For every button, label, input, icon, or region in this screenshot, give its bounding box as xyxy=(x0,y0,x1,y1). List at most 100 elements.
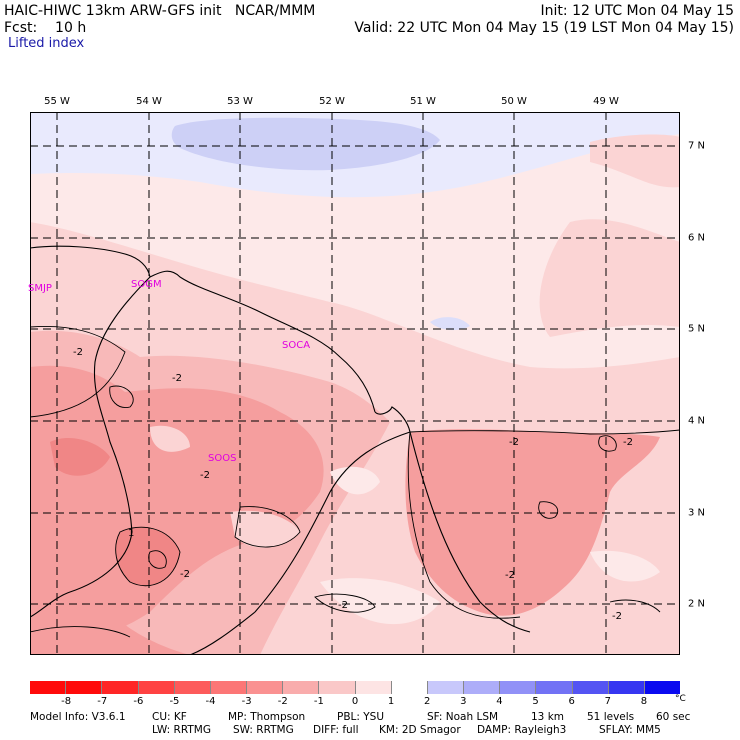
light-pink-area xyxy=(230,510,300,548)
very-light-area xyxy=(320,578,440,625)
pbl-scheme: PBL: YSU xyxy=(337,711,385,723)
color-scale-tick: -5 xyxy=(169,696,180,707)
light-pink-area xyxy=(539,219,680,337)
color-scale-unit: °C xyxy=(675,694,686,704)
color-scale-cell xyxy=(391,681,428,694)
light-pink-area xyxy=(150,425,190,452)
border-line xyxy=(409,431,531,633)
contour-label: 1 xyxy=(128,528,135,539)
color-scale-cell xyxy=(174,681,211,694)
model-info: Model Info: V3.6.1 xyxy=(30,711,126,723)
lon-label: 50 W xyxy=(501,96,527,107)
init-time: Init: 12 UTC Mon 04 May 15 xyxy=(540,3,734,19)
color-scale-cell xyxy=(500,681,537,694)
color-scale-tick: -3 xyxy=(241,696,252,707)
color-scale-cell xyxy=(66,681,103,694)
contour-line xyxy=(30,626,131,638)
very-light-area xyxy=(590,550,660,582)
field-name: Lifted index xyxy=(8,36,85,51)
medium-pink-area xyxy=(30,582,190,655)
small-blue-patch xyxy=(430,317,470,331)
shortwave-scheme: SW: RRTMG xyxy=(233,724,294,736)
contour-label: -2 xyxy=(172,373,182,384)
forecast-hour: Fcst: 10 h xyxy=(4,20,87,36)
blue-band xyxy=(171,117,440,171)
lat-label: 2 N xyxy=(688,598,706,610)
contour-line xyxy=(30,326,126,418)
contour-line xyxy=(407,431,521,619)
color-scale-tick: -7 xyxy=(97,696,108,707)
km-option: KM: 2D Smagor xyxy=(379,724,461,736)
coastline xyxy=(30,245,376,413)
surface-layer-option: SFLAY: MM5 xyxy=(599,724,661,736)
map-frame xyxy=(30,112,680,655)
contour-label: -2 xyxy=(180,569,190,580)
color-scale-cell xyxy=(30,681,67,694)
color-scale-tick: 5 xyxy=(532,696,539,707)
contour-label: -2 xyxy=(505,570,515,581)
lat-label: 5 N xyxy=(688,323,706,335)
color-scale-cell xyxy=(464,681,501,694)
lat-label: 7 N xyxy=(688,140,706,152)
light-pink-area xyxy=(590,134,680,188)
color-scale-cell xyxy=(572,681,609,694)
color-scale-cell xyxy=(210,681,248,694)
color-scale-cell xyxy=(102,681,139,694)
color-scale-tick: -4 xyxy=(205,696,216,707)
color-scale-tick: -6 xyxy=(133,696,144,707)
lat-label: 3 N xyxy=(688,507,706,519)
damping-option: DAMP: Rayleigh3 xyxy=(477,724,567,736)
color-scale-tick: 8 xyxy=(640,696,648,707)
contour-line xyxy=(109,385,134,408)
lat-label: 4 N xyxy=(688,415,706,427)
dark-pink-area xyxy=(50,437,110,476)
contour-line xyxy=(538,501,559,519)
contour-line xyxy=(409,429,680,435)
model-title: HAIC-HIWC 13km ARW-GFS init NCAR/MMM xyxy=(4,3,316,19)
color-scale-tick: -8 xyxy=(61,696,72,707)
color-scale-cell xyxy=(247,681,284,694)
color-scale-tick: -1 xyxy=(313,696,324,707)
color-scale-cell xyxy=(319,681,356,694)
station-label: SOGM xyxy=(131,279,162,290)
color-scale-tick: 4 xyxy=(496,696,503,707)
lifted-index-map xyxy=(30,112,680,655)
color-scale-tick: 3 xyxy=(460,696,467,707)
contour-line xyxy=(609,599,661,613)
color-scale-tick: 7 xyxy=(604,696,611,707)
color-scale-cell xyxy=(138,681,175,694)
contour-label: -2 xyxy=(73,347,83,358)
lon-label: 54 W xyxy=(136,96,162,107)
contour-line xyxy=(234,506,301,548)
border-line xyxy=(189,406,411,655)
contour-label: -2 xyxy=(623,437,633,448)
resolution: 13 km xyxy=(531,711,565,723)
medium-pink-area xyxy=(30,365,324,642)
color-scale-tick: 6 xyxy=(568,696,575,707)
lon-label: 49 W xyxy=(593,96,619,107)
contour-label: -2 xyxy=(338,600,348,611)
contour-label: -2 xyxy=(200,470,210,481)
lat-label: 6 N xyxy=(688,232,706,244)
cumulus-scheme: CU: KF xyxy=(152,711,187,723)
color-scale-tick: 0 xyxy=(351,696,359,707)
color-scale-tick: 1 xyxy=(387,696,395,707)
valid-time: Valid: 22 UTC Mon 04 May 15 (19 LST Mon … xyxy=(354,20,734,36)
color-scale-cell xyxy=(355,681,392,694)
color-scale-cell xyxy=(427,681,465,694)
color-scale-tick: -2 xyxy=(277,696,288,707)
diffusion-option: DIFF: full xyxy=(313,724,359,736)
station-label: SOCA xyxy=(282,340,311,351)
contour-label: -2 xyxy=(612,611,622,622)
lon-label: 51 W xyxy=(410,96,436,107)
color-scale-cell xyxy=(536,681,573,694)
lon-label: 55 W xyxy=(44,96,70,107)
station-label: SOOS xyxy=(208,453,237,464)
longwave-scheme: LW: RRTMG xyxy=(152,724,211,736)
color-scale-cell xyxy=(608,681,645,694)
dark-pink-area xyxy=(115,527,180,586)
lon-label: 52 W xyxy=(319,96,345,107)
color-scale-tick: 2 xyxy=(424,696,431,707)
medium-pink-area xyxy=(405,429,660,616)
contour-line xyxy=(598,435,617,452)
